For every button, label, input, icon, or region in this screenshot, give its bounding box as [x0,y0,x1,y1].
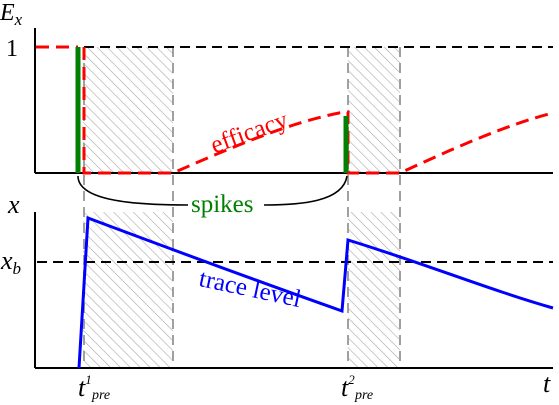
spikes-label: spikes [191,191,254,218]
efficacy-label: efficacy [207,106,292,159]
tick-one-label: 1 [6,36,18,62]
baseline-label: xb [0,246,21,278]
refractory-window-1-bottom [83,212,173,368]
trace-curve [77,215,554,369]
time-axis-label: t [543,369,551,398]
refractory-windows [83,47,401,368]
trace-level-label: trace level [197,265,304,313]
trace-y-label: x [7,190,20,219]
efficacy-curve [36,45,554,175]
spikes-connector [77,175,348,206]
spike-time-1-label: t1pre [78,372,110,403]
refractory-window-2-bottom [348,212,400,368]
spikes [75,47,349,173]
efficacy-y-label: Ex [0,0,23,29]
refractory-window-2-top [348,47,400,173]
spike-time-2-label: t2pre [341,372,373,403]
refractory-window-1-top [83,47,173,173]
